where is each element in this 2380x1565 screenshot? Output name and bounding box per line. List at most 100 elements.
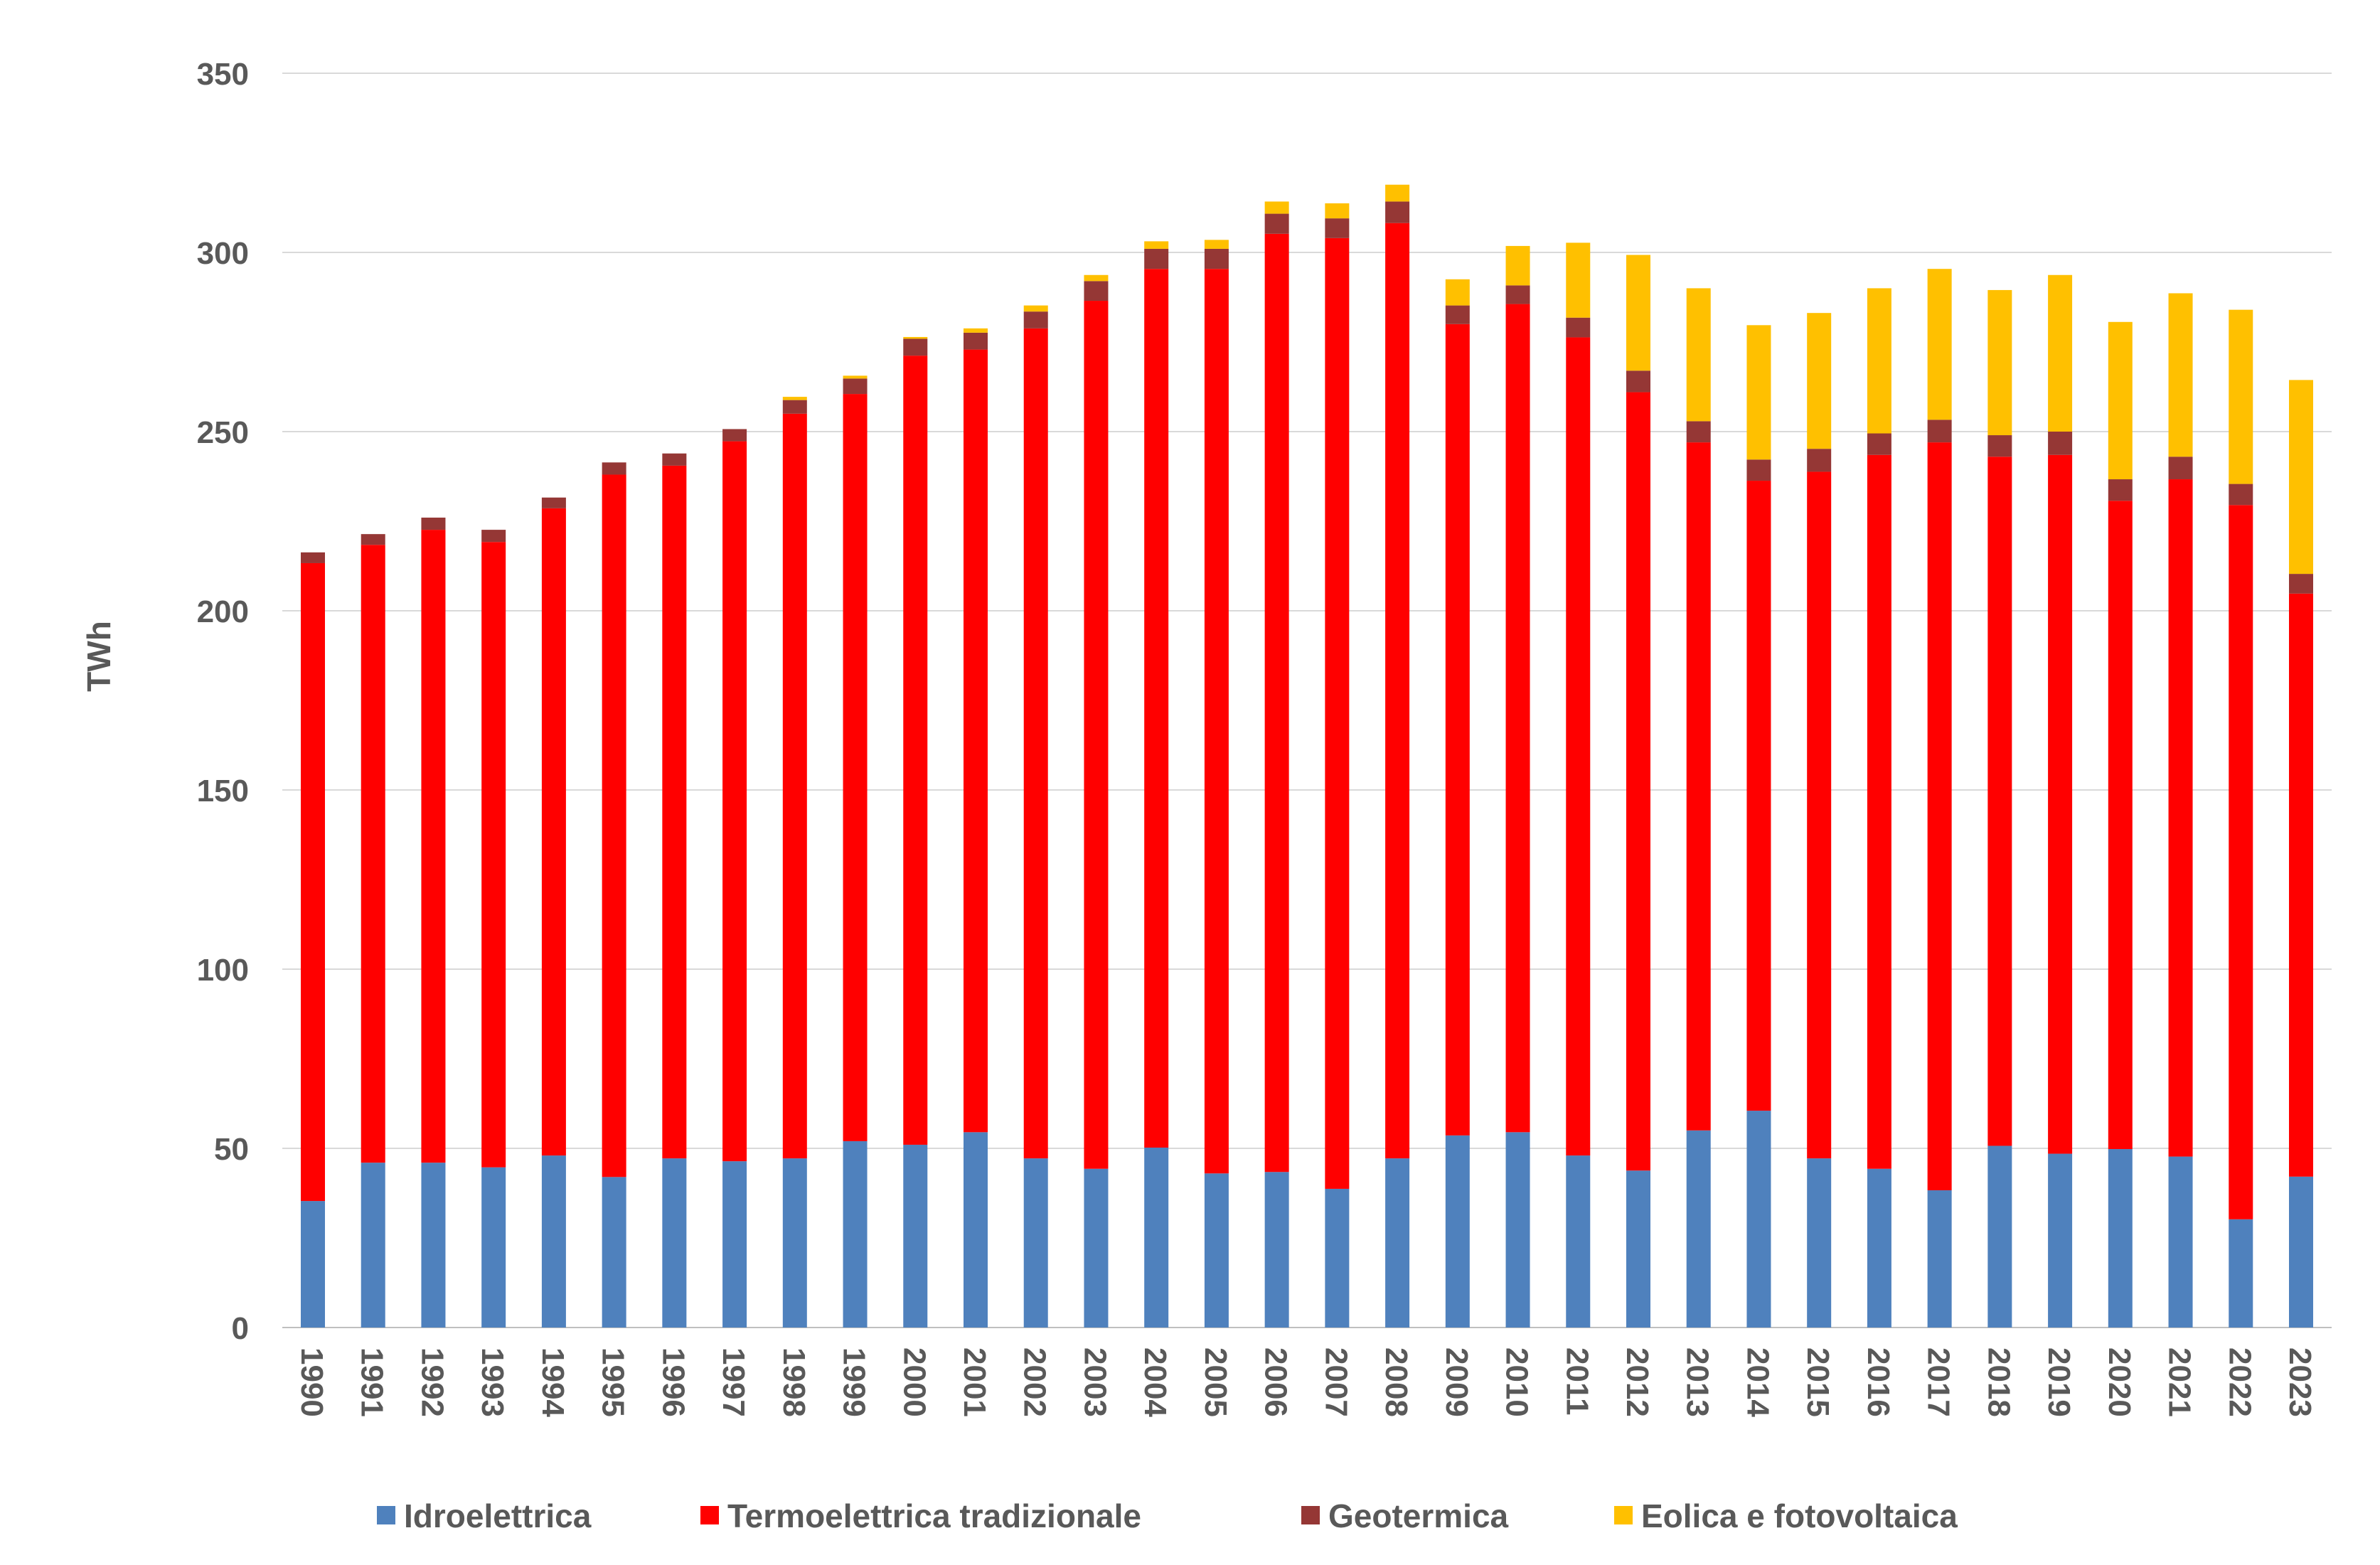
- bar-segment-termoelettrica-tradizionale: [1144, 269, 1169, 1148]
- bar-segment-termoelettrica-tradizionale: [1264, 233, 1289, 1173]
- bar-segment-idroelettrica: [1927, 1190, 1952, 1328]
- bar-segment-idroelettrica: [1385, 1158, 1410, 1328]
- y-tick-label: 150: [197, 774, 249, 808]
- bar-segment-geotermica: [2168, 456, 2193, 480]
- x-tick-label: 2011: [1559, 1347, 1594, 1415]
- bar-segment-eolica-e-fotovoltaica: [1325, 203, 1350, 219]
- bar-segment-termoelettrica-tradizionale: [903, 356, 928, 1145]
- x-tick-label: 2005: [1198, 1347, 1233, 1417]
- x-tick-label: 2021: [2162, 1347, 2197, 1417]
- x-tick-label: 2022: [2222, 1347, 2257, 1417]
- legend-label: Idroelettrica: [404, 1497, 592, 1534]
- bar-segment-termoelettrica-tradizionale: [421, 530, 446, 1163]
- bar-segment-geotermica: [1746, 459, 1771, 481]
- x-tick-label: 2017: [1921, 1347, 1956, 1417]
- x-tick-label: 2007: [1318, 1347, 1353, 1417]
- legend-label: Geotermica: [1328, 1497, 1509, 1534]
- bar-segment-idroelettrica: [722, 1161, 747, 1328]
- bar-segment-geotermica: [903, 338, 928, 356]
- bar-segment-geotermica: [1987, 435, 2012, 457]
- bar-segment-idroelettrica: [2229, 1219, 2253, 1328]
- x-tick-label: 2008: [1379, 1347, 1414, 1417]
- bar-segment-termoelettrica-tradizionale: [301, 562, 325, 1202]
- bar-segment-geotermica: [1566, 317, 1591, 338]
- bar-segment-idroelettrica: [541, 1155, 566, 1328]
- bar-segment-termoelettrica-tradizionale: [1204, 269, 1229, 1174]
- bar-segment-idroelettrica: [662, 1158, 687, 1328]
- y-tick-label: 200: [197, 594, 249, 629]
- bar-segment-eolica-e-fotovoltaica: [1626, 255, 1650, 371]
- bar-segment-geotermica: [1505, 285, 1530, 304]
- x-tick-label: 2023: [2283, 1347, 2317, 1417]
- bar-segment-idroelettrica: [421, 1163, 446, 1328]
- bar-segment-geotermica: [1807, 449, 1832, 472]
- bar-segment-idroelettrica: [2108, 1149, 2133, 1328]
- x-tick-label: 2016: [1861, 1347, 1896, 1417]
- bar-segment-eolica-e-fotovoltaica: [1445, 279, 1470, 306]
- x-tick-label: 1992: [415, 1347, 449, 1417]
- x-tick-label: 1999: [837, 1347, 872, 1417]
- bar-segment-idroelettrica: [1566, 1155, 1591, 1328]
- bar-segment-geotermica: [1204, 248, 1229, 269]
- legend-swatch: [700, 1506, 719, 1524]
- bar-segment-geotermica: [1867, 433, 1891, 455]
- x-tick-label: 2019: [2042, 1347, 2076, 1417]
- x-tick-label: 2000: [897, 1347, 932, 1417]
- bar-segment-eolica-e-fotovoltaica: [2108, 321, 2133, 480]
- bar-segment-eolica-e-fotovoltaica: [1204, 240, 1229, 249]
- bar-segment-geotermica: [1084, 281, 1109, 301]
- bar-segment-geotermica: [1023, 311, 1048, 329]
- bar-segment-eolica-e-fotovoltaica: [2048, 274, 2073, 432]
- bar-segment-eolica-e-fotovoltaica: [1566, 242, 1591, 318]
- x-tick-label: 2003: [1077, 1347, 1112, 1417]
- bar-segment-termoelettrica-tradizionale: [1686, 442, 1711, 1131]
- bar-segment-idroelettrica: [301, 1201, 325, 1328]
- bar-segment-idroelettrica: [1505, 1132, 1530, 1328]
- y-tick-label: 350: [197, 57, 249, 92]
- bar-segment-idroelettrica: [782, 1158, 807, 1328]
- bar-segment-termoelettrica-tradizionale: [1505, 304, 1530, 1133]
- bar-segment-eolica-e-fotovoltaica: [1987, 289, 2012, 436]
- bar-segment-idroelettrica: [903, 1144, 928, 1328]
- bar-segment-termoelettrica-tradizionale: [1987, 456, 2012, 1146]
- bar-segment-eolica-e-fotovoltaica: [1023, 305, 1048, 312]
- bar-segment-termoelettrica-tradizionale: [541, 508, 566, 1156]
- x-tick-label: 2018: [1981, 1347, 2016, 1417]
- bar-segment-eolica-e-fotovoltaica: [2168, 293, 2193, 457]
- bar-segment-geotermica: [1144, 248, 1169, 269]
- bar-segment-termoelettrica-tradizionale: [843, 394, 868, 1141]
- bar-segment-eolica-e-fotovoltaica: [1927, 269, 1952, 420]
- bar-segment-geotermica: [843, 378, 868, 395]
- bar-segment-eolica-e-fotovoltaica: [964, 328, 988, 333]
- legend-swatch: [1614, 1506, 1633, 1524]
- y-tick-label: 300: [197, 236, 249, 271]
- x-tick-label: 1997: [716, 1347, 751, 1417]
- gridlines: [282, 73, 2332, 1328]
- legend-label: Eolica e fotovoltaica: [1641, 1497, 1958, 1534]
- bar-segment-termoelettrica-tradizionale: [1807, 471, 1832, 1159]
- bar-segment-idroelettrica: [1686, 1130, 1711, 1328]
- bar-segment-termoelettrica-tradizionale: [2048, 454, 2073, 1154]
- bar-segment-idroelettrica: [1445, 1135, 1470, 1328]
- x-axis-ticks: 1990 1991 1992 1993 1994 1995 1996 1997 1998 1999…: [294, 1347, 2317, 1417]
- x-tick-label: 1998: [777, 1347, 811, 1417]
- legend: Idroelettrica Termoelettrica tradizionale…: [377, 1497, 1958, 1534]
- x-tick-label: 2001: [957, 1347, 992, 1417]
- bar-segment-termoelettrica-tradizionale: [1746, 481, 1771, 1111]
- x-tick-label: 2013: [1680, 1347, 1715, 1417]
- y-tick-label: 50: [214, 1132, 249, 1167]
- bar-segment-termoelettrica-tradizionale: [481, 542, 506, 1168]
- bar-segment-geotermica: [722, 429, 747, 442]
- bar-segment-geotermica: [1264, 213, 1289, 234]
- bar-segment-termoelettrica-tradizionale: [1626, 392, 1650, 1171]
- x-tick-label: 2014: [1740, 1347, 1775, 1417]
- bar-segment-eolica-e-fotovoltaica: [782, 397, 807, 400]
- bar-segment-geotermica: [481, 530, 506, 543]
- bar-segment-termoelettrica-tradizionale: [1385, 223, 1410, 1159]
- bar-segment-termoelettrica-tradizionale: [602, 474, 626, 1177]
- y-tick-label: 100: [197, 953, 249, 988]
- x-tick-label: 1990: [294, 1347, 329, 1417]
- bar-segment-termoelettrica-tradizionale: [2289, 593, 2313, 1177]
- x-tick-label: 2020: [2102, 1347, 2137, 1417]
- bar-segment-geotermica: [1626, 370, 1650, 392]
